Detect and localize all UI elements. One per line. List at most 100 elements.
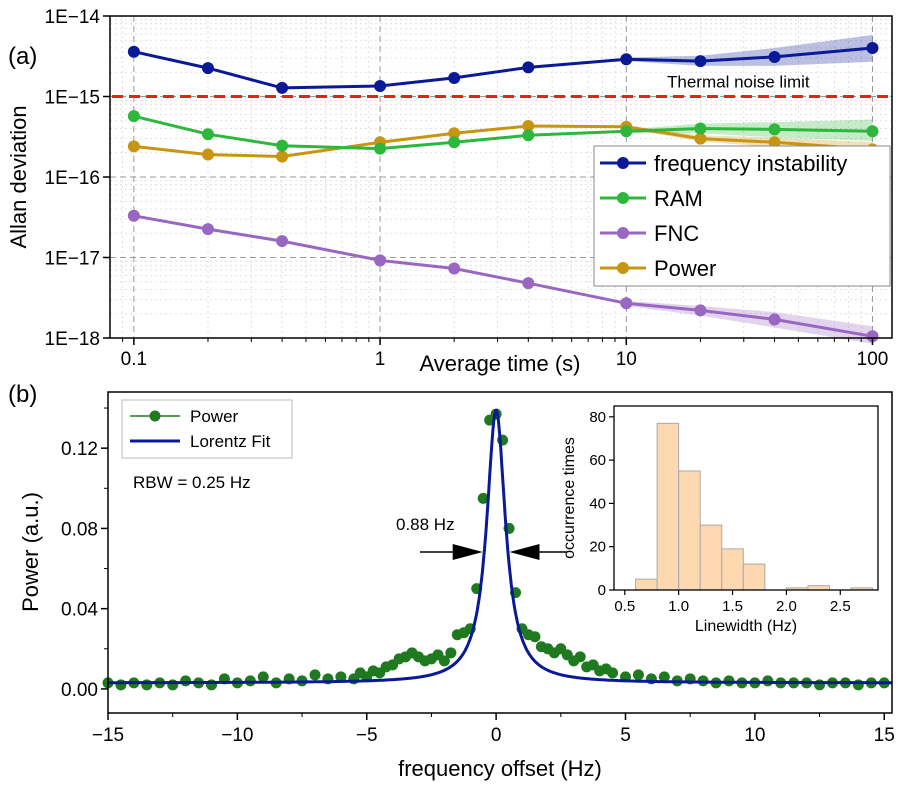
histogram-bar: [656, 422, 680, 591]
rbw-annotation: RBW = 0.25 Hz: [133, 473, 251, 492]
linewidth-annotation: 0.88 Hz: [396, 515, 455, 534]
legend-marker: [617, 192, 629, 204]
panel-b-legend: Power Lorentz Fit: [121, 399, 293, 459]
x-tick-label: 5: [620, 725, 631, 746]
data-point: [522, 277, 535, 290]
power-point: [115, 679, 127, 691]
data-point: [127, 45, 140, 58]
data-point: [694, 304, 707, 317]
power-point: [658, 671, 670, 683]
panel-a-ticks: 0.1 1 10 100 1E−18 1E−17 1E−16 1E−15 1E−14: [45, 7, 889, 370]
x-tick-label: −15: [92, 725, 124, 746]
panel-a: Thermal noise limit 0.1 1 10 100 1E−18 1E−17 1…: [6, 7, 893, 376]
linewidth-histogram-inset: 0.5 1.0 1.5 2.0 2.5 0 20 40 60 80 Linewidth (Hz) oc…: [561, 405, 879, 635]
legend-label: RAM: [654, 186, 703, 211]
data-point: [127, 110, 140, 123]
data-point: [201, 128, 214, 141]
inset-xlabel: Linewidth (Hz): [695, 618, 797, 635]
panel-a-series: [127, 42, 879, 343]
x-tick-label: 1: [375, 349, 386, 370]
power-point: [180, 675, 192, 687]
power-point: [477, 492, 489, 504]
x-tick-label: 10: [616, 349, 637, 370]
data-point: [276, 139, 289, 152]
data-point: [201, 62, 214, 75]
data-point: [866, 330, 879, 343]
inset-x-tick-label: 2.0: [776, 598, 797, 615]
legend-box: [121, 399, 293, 459]
power-point: [574, 651, 586, 663]
power-point: [335, 671, 347, 683]
data-point: [768, 313, 781, 326]
data-point: [620, 125, 633, 138]
data-point: [768, 123, 781, 136]
data-point: [276, 81, 289, 94]
y-tick-label: 0.04: [61, 600, 98, 621]
data-point: [448, 127, 461, 140]
data-point: [276, 150, 289, 163]
inset-x-tick-label: 1.0: [668, 598, 689, 615]
power-point: [257, 671, 269, 683]
panel-a-tag: (a): [8, 43, 37, 70]
data-point: [768, 50, 781, 63]
panel-a-xlabel: Average time (s): [420, 351, 581, 376]
error-band: [626, 300, 873, 344]
histogram-bar: [635, 578, 658, 591]
power-point: [309, 669, 321, 681]
power-point: [607, 667, 619, 679]
data-point: [768, 136, 781, 149]
data-point: [866, 42, 879, 55]
inset-x-tick-label: 1.5: [722, 598, 743, 615]
inset-y-tick-label: 80: [589, 409, 606, 426]
data-point: [127, 209, 140, 222]
power-point: [445, 647, 457, 659]
power-point: [167, 679, 179, 691]
inset-y-tick-label: 40: [589, 495, 606, 512]
legend-label: Power: [190, 407, 239, 426]
y-tick-label: 1E−17: [45, 249, 100, 270]
inset-y-tick-label: 0: [598, 582, 606, 599]
legend-label: Power: [654, 256, 716, 281]
x-tick-label: 100: [857, 349, 889, 370]
thermal-noise-limit-label: Thermal noise limit: [667, 73, 810, 92]
data-point: [448, 71, 461, 84]
data-point: [620, 297, 633, 310]
inset-frame: [613, 405, 879, 591]
y-tick-label: 1E−16: [45, 168, 100, 189]
power-point: [814, 679, 826, 691]
power-point: [852, 679, 864, 691]
panel-b-ticks: −15 −10 −5 0 5 10 15 0.00 0.04 0.08 0.12: [61, 407, 895, 746]
inset-x-tick-label: 0.5: [614, 598, 635, 615]
y-tick-label: 0.00: [61, 680, 98, 701]
x-tick-label: −5: [356, 725, 378, 746]
fwhm-arrows: [420, 544, 567, 560]
histogram-bar: [678, 470, 701, 591]
data-point: [201, 148, 214, 161]
power-point: [451, 629, 463, 641]
x-tick-label: −10: [221, 725, 253, 746]
y-tick-label: 0.08: [61, 519, 98, 540]
inset-plot-area: [614, 406, 878, 590]
inset-x-tick-label: 2.5: [830, 598, 851, 615]
arrow-left-head: [452, 544, 483, 560]
power-point: [632, 669, 644, 681]
y-tick-label: 1E−18: [45, 329, 100, 350]
power-point: [141, 679, 153, 691]
arrow-right-head: [509, 544, 540, 560]
histogram-bar: [721, 548, 744, 591]
data-point: [522, 61, 535, 74]
data-point: [694, 132, 707, 145]
data-point: [201, 223, 214, 236]
histogram-bar: [699, 524, 723, 591]
data-point: [374, 142, 387, 155]
data-point: [448, 262, 461, 275]
panel-a-legend: frequency instability RAM FNC Power: [593, 145, 891, 287]
data-point: [522, 120, 535, 133]
data-point: [374, 254, 387, 267]
series-line: [133, 124, 873, 159]
data-point: [276, 235, 289, 248]
x-tick-label: 15: [874, 725, 895, 746]
legend-marker: [149, 410, 161, 422]
inset-y-tick-label: 20: [589, 539, 606, 556]
